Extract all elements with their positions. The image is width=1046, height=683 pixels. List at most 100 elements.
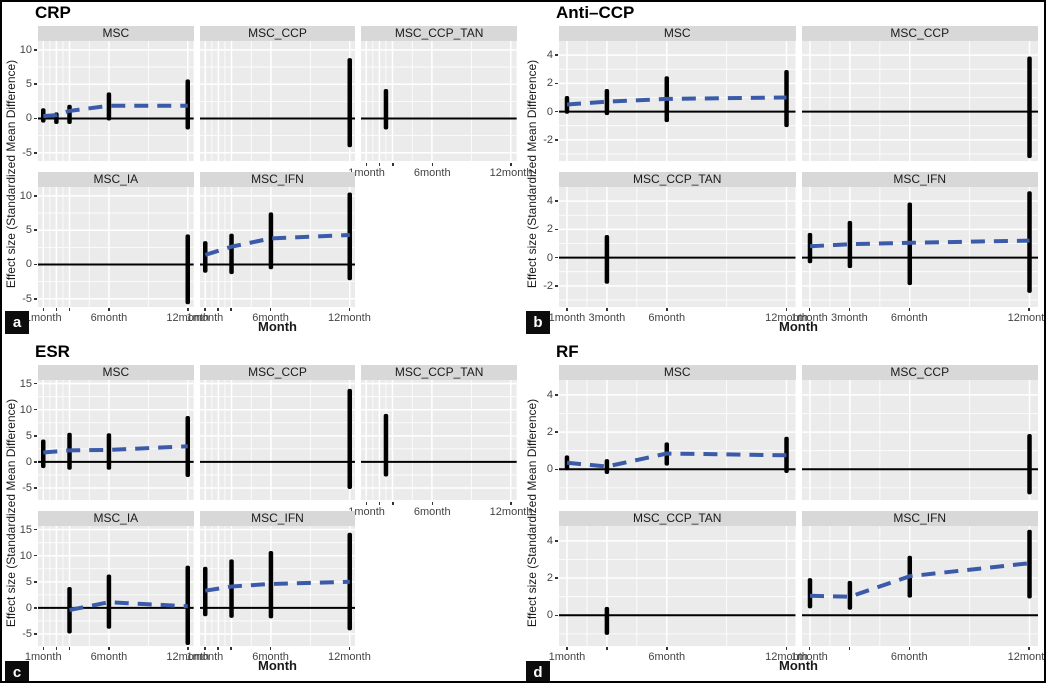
y-tick-label: 10 xyxy=(19,43,32,56)
x-tick-mark xyxy=(606,308,608,311)
facet-plot xyxy=(559,187,796,307)
y-tick-label: -2 xyxy=(543,279,553,292)
y-tick-label: 10 xyxy=(19,549,32,562)
x-tick-mark xyxy=(566,647,568,650)
x-tick-mark xyxy=(1028,308,1030,311)
facet-plot xyxy=(559,526,796,646)
facet-strip: MSC_CCP xyxy=(199,365,356,380)
ci-bar xyxy=(106,574,112,629)
facet-plot xyxy=(38,41,194,161)
x-tick-mark xyxy=(392,502,394,505)
ci-bar xyxy=(847,220,852,269)
y-tick-mark xyxy=(34,607,37,609)
panel-title: Anti–CCP xyxy=(556,3,635,22)
x-tick-label: 6month xyxy=(890,312,928,324)
y-tick-mark xyxy=(555,468,558,471)
x-tick-mark xyxy=(848,308,851,311)
x-tick-label: 6month xyxy=(90,651,128,663)
plot-background xyxy=(559,380,796,500)
y-tick-mark xyxy=(34,528,37,531)
facet-plot xyxy=(801,187,1038,307)
y-tick-mark xyxy=(555,139,558,141)
x-tick-mark xyxy=(666,647,668,650)
facet-strip: MSC_CCP xyxy=(801,26,1038,41)
ci-bar xyxy=(268,551,273,619)
y-tick-label: 10 xyxy=(19,403,32,416)
x-tick-label: 1month xyxy=(186,651,224,663)
plot-background xyxy=(38,380,194,500)
x-tick-label: 12month xyxy=(1007,651,1045,663)
y-tick-mark xyxy=(34,408,37,411)
facet-plot xyxy=(801,41,1038,161)
y-tick-mark xyxy=(34,435,37,437)
x-tick-mark xyxy=(42,647,44,650)
y-tick-label: 4 xyxy=(546,49,553,62)
x-tick-mark xyxy=(431,502,434,505)
x-axis-title: Month xyxy=(779,658,818,673)
facet-strip: MSC_CCP xyxy=(801,365,1038,380)
y-tick-label: 5 xyxy=(25,429,32,442)
ci-bar xyxy=(106,433,112,470)
ci-bar xyxy=(384,89,389,130)
y-tick-mark xyxy=(34,152,37,154)
ci-bar xyxy=(268,212,273,270)
x-tick-label: 1month xyxy=(24,312,62,324)
ci-bar xyxy=(106,92,112,121)
panel-letter-badge: c xyxy=(5,661,29,681)
ci-bar xyxy=(1026,56,1032,159)
y-tick-label: 2 xyxy=(546,77,553,90)
x-axis-title: Month xyxy=(258,319,297,334)
trend-line xyxy=(809,561,1030,599)
x-tick-label: 6month xyxy=(413,167,451,179)
y-tick-label: -5 xyxy=(22,482,32,494)
facet-strip: MSC_IFN xyxy=(801,172,1038,187)
x-tick-label: 1month xyxy=(791,312,828,324)
x-tick-mark xyxy=(269,647,272,650)
x-tick-label: 12month xyxy=(489,167,533,179)
facet-plot xyxy=(38,380,194,500)
ci-bar xyxy=(347,388,352,490)
ci-bar xyxy=(41,439,46,469)
x-tick-mark xyxy=(217,647,219,650)
plot-background xyxy=(199,380,356,500)
facet-plot xyxy=(199,526,356,646)
y-tick-label: 15 xyxy=(19,523,32,536)
y-tick-mark xyxy=(555,540,558,542)
panel-c: ESR Effect size (Standardized Mean Differ… xyxy=(2,341,532,681)
facet-plot xyxy=(199,41,356,161)
x-tick-mark xyxy=(217,308,219,311)
facet-plot xyxy=(38,187,194,307)
plot-background xyxy=(801,41,1038,161)
x-tick-mark xyxy=(68,308,71,311)
x-tick-label: 1month xyxy=(548,651,586,663)
x-tick-mark xyxy=(431,163,434,166)
y-tick-mark xyxy=(34,117,37,120)
facet-strip: MSC_CCP_TAN xyxy=(559,172,796,187)
x-tick-mark xyxy=(269,308,272,311)
x-tick-label: 6month xyxy=(252,651,289,663)
plot-background xyxy=(559,187,796,307)
x-tick-label: 12month xyxy=(765,312,808,324)
x-tick-mark xyxy=(808,308,811,311)
ci-bar xyxy=(564,96,570,114)
y-tick-label: 0 xyxy=(546,609,553,622)
y-axis-title: Effect size (Standardized Mean Differenc… xyxy=(525,398,539,628)
facet-plot xyxy=(361,41,517,161)
panel-title: CRP xyxy=(35,3,71,22)
ci-bar xyxy=(347,58,352,148)
x-tick-mark xyxy=(230,647,232,650)
x-tick-mark xyxy=(108,308,110,311)
facet-strip: MSC_IFN xyxy=(199,511,356,526)
ci-bar xyxy=(1026,433,1032,495)
ci-bar xyxy=(604,89,610,116)
x-tick-label: 6month xyxy=(648,651,686,663)
x-tick-label: 1month xyxy=(791,651,828,663)
y-tick-label: 5 xyxy=(25,78,32,91)
x-tick-mark xyxy=(908,308,911,311)
y-tick-label: 0 xyxy=(25,455,32,468)
x-tick-label: 1month xyxy=(348,167,385,179)
facet-strip: MSC xyxy=(38,365,194,380)
trend-line xyxy=(204,233,350,257)
ci-bar xyxy=(847,580,852,610)
